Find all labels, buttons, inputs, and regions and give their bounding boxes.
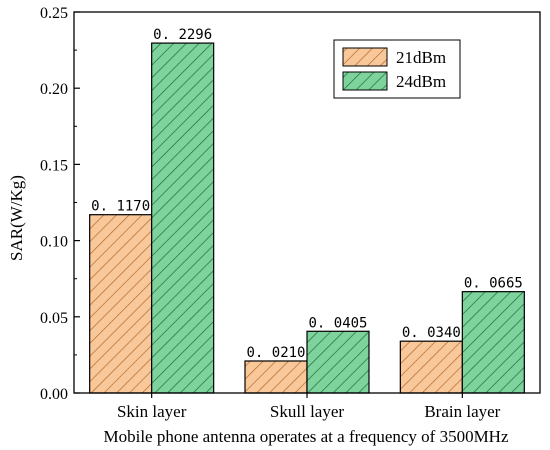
axes-layer: Skin layer Skull layer Brain layer 0.00 0.05… <box>40 5 541 421</box>
y-tick-label: 0.25 <box>40 5 68 22</box>
y-tick-label: 0.10 <box>40 234 68 251</box>
data-label: 0. 0340 <box>402 325 461 341</box>
data-label: 0. 2296 <box>153 27 212 43</box>
bars-layer <box>89 42 525 394</box>
bar-24dBm-brain-layer <box>461 291 525 394</box>
x-tick-label: Brain layer <box>424 402 500 421</box>
bar-24dBm-skin-layer <box>151 42 215 394</box>
data-label: 0. 0665 <box>464 276 523 292</box>
data-label: 0. 1170 <box>91 199 150 215</box>
bar-24dBm-skull-layer <box>306 330 370 394</box>
legend-label: 24dBm <box>396 72 446 91</box>
y-tick-label: 0.00 <box>40 386 68 403</box>
y-tick-label: 0.15 <box>40 157 68 174</box>
bar-21dBm-brain-layer <box>399 340 463 394</box>
y-axis-title: SAR(W/Kg) <box>7 175 26 261</box>
legend-swatch-24dBm <box>342 71 388 91</box>
legend: 21dBm 24dBm <box>333 39 461 99</box>
bar-21dBm-skull-layer <box>244 360 308 394</box>
x-axis-title: Mobile phone antenna operates at a frequ… <box>103 427 508 446</box>
y-tick-label: 0.20 <box>40 81 68 98</box>
x-tick-label: Skin layer <box>117 402 187 421</box>
bar-21dBm-skin-layer <box>89 214 153 394</box>
data-label: 0. 0210 <box>246 345 305 361</box>
legend-label: 21dBm <box>396 48 446 67</box>
legend-swatch-21dBm <box>342 47 388 67</box>
x-tick-label: Skull layer <box>270 402 344 421</box>
y-tick-label: 0.05 <box>40 310 68 327</box>
data-label: 0. 0405 <box>308 315 367 331</box>
